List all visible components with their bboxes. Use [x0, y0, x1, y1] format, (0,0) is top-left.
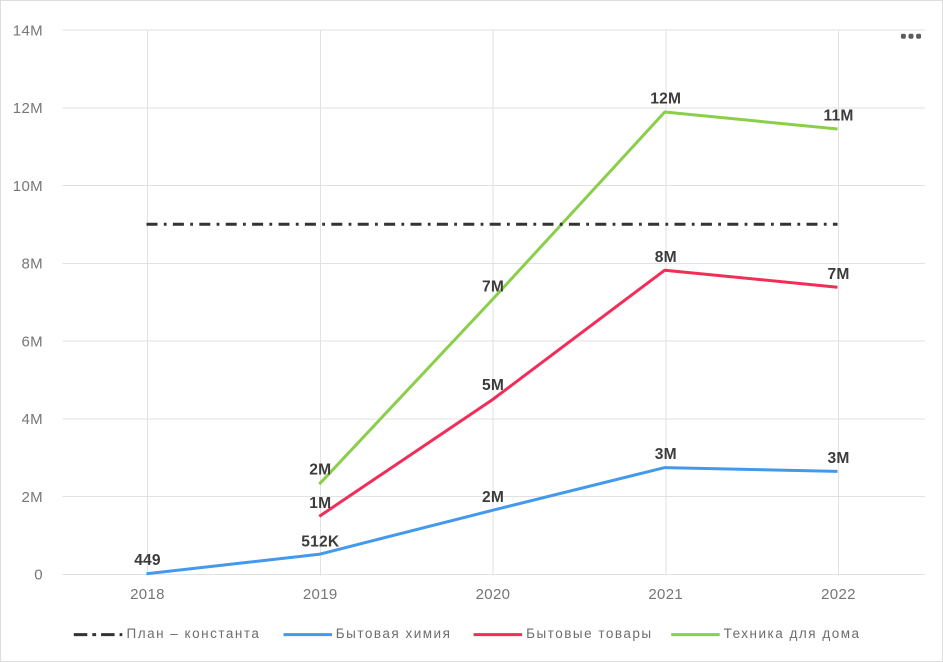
svg-text:7M: 7M	[482, 279, 504, 296]
svg-text:1M: 1M	[309, 495, 331, 512]
svg-text:14M: 14M	[13, 22, 43, 39]
svg-text:2021: 2021	[648, 586, 683, 603]
svg-text:0: 0	[34, 567, 43, 584]
svg-text:8M: 8M	[21, 256, 43, 273]
svg-text:2018: 2018	[130, 586, 165, 603]
svg-text:Бытовая химия: Бытовая химия	[336, 626, 452, 641]
svg-text:2022: 2022	[821, 586, 856, 603]
svg-text:Техника для дома: Техника для дома	[724, 626, 861, 641]
svg-text:План – константа: План – константа	[127, 626, 261, 641]
svg-text:2020: 2020	[476, 586, 511, 603]
svg-text:2M: 2M	[482, 489, 504, 506]
svg-text:Бытовые товары: Бытовые товары	[526, 626, 653, 641]
svg-text:6M: 6M	[21, 333, 43, 350]
svg-text:12M: 12M	[650, 91, 681, 108]
svg-text:12M: 12M	[13, 100, 43, 117]
svg-text:2019: 2019	[303, 586, 338, 603]
svg-text:3M: 3M	[827, 450, 849, 467]
svg-text:8M: 8M	[655, 249, 677, 266]
svg-text:7M: 7M	[827, 266, 849, 283]
svg-text:10M: 10M	[13, 178, 43, 195]
svg-text:4M: 4M	[21, 411, 43, 428]
svg-text:2M: 2M	[309, 462, 331, 479]
svg-text:449: 449	[134, 552, 161, 569]
svg-text:512K: 512K	[301, 533, 340, 550]
svg-text:5M: 5M	[482, 377, 504, 394]
svg-text:2M: 2M	[21, 489, 43, 506]
svg-text:11M: 11M	[823, 108, 853, 125]
svg-text:3M: 3M	[655, 446, 677, 463]
